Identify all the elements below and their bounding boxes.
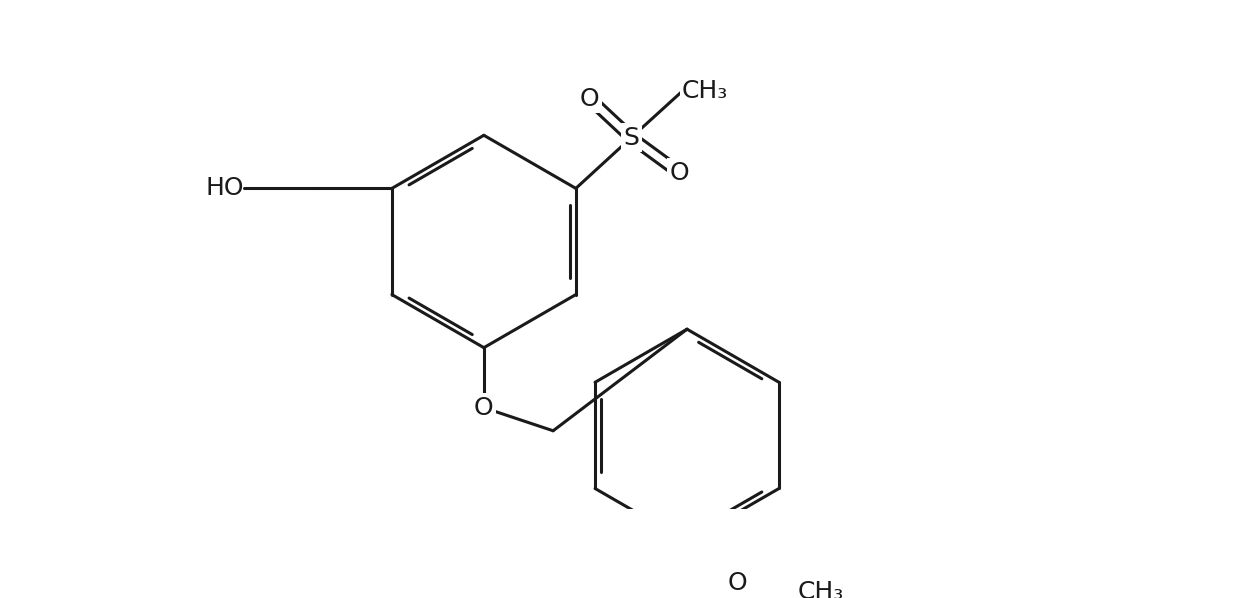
Text: S: S: [623, 126, 640, 150]
Text: O: O: [579, 87, 599, 111]
Text: O: O: [670, 161, 688, 185]
Text: HO: HO: [206, 176, 245, 200]
Text: CH₃: CH₃: [682, 80, 729, 103]
Text: O: O: [474, 396, 494, 420]
Text: O: O: [729, 571, 747, 595]
Text: CH₃: CH₃: [798, 581, 844, 598]
